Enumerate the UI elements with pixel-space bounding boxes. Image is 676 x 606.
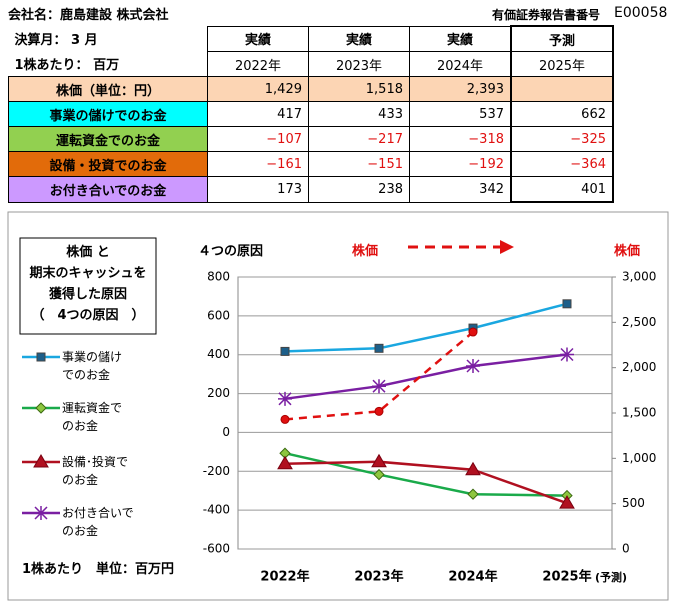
y-tick-label: -200 bbox=[203, 464, 230, 478]
cell: −161 bbox=[207, 151, 309, 177]
column-kind: 実績 bbox=[409, 25, 512, 52]
y-tick-label: -400 bbox=[203, 503, 230, 517]
cell: 238 bbox=[308, 176, 410, 203]
x-tick-label: 2025年 bbox=[542, 569, 591, 585]
cell: 173 bbox=[207, 176, 309, 203]
legend-entry: 事業の儲け でのお金 bbox=[62, 350, 123, 382]
cell: 417 bbox=[207, 101, 309, 127]
marker bbox=[373, 468, 385, 481]
series-line bbox=[284, 331, 474, 421]
column-kind: 実績 bbox=[308, 25, 410, 52]
legend-label: 株価 bbox=[352, 244, 379, 259]
table: 決算月： 3 月実績 実績 実績 予測 1株あたり： 百万 2022年 2023年 2024年… bbox=[8, 25, 614, 203]
cell: −107 bbox=[207, 126, 309, 152]
row-label: 1株あたり： 百万 bbox=[14, 58, 120, 74]
chart-subtitle: ４つの原因 bbox=[198, 244, 264, 259]
header-row: 決算月： 3 月実績 実績 実績 予測 bbox=[9, 25, 614, 52]
y-tick-label: -600 bbox=[203, 542, 230, 556]
unit-note: 1株あたり 単位：百万円 bbox=[22, 562, 175, 577]
table-row: 運転資金でのお金 −107 −217 −318 −325 bbox=[8, 126, 614, 152]
series-line bbox=[284, 460, 568, 505]
y2-tick-label: 3,000 bbox=[622, 270, 656, 284]
marker bbox=[280, 346, 290, 356]
title-box bbox=[19, 237, 157, 335]
report-id: E00058 bbox=[614, 5, 668, 21]
report-label: 有価証券報告書番号 bbox=[492, 8, 601, 22]
y-tick-label: 0 bbox=[222, 425, 230, 439]
chart-frame bbox=[7, 211, 669, 601]
marker bbox=[466, 358, 480, 373]
y2-tick-label: 2,000 bbox=[622, 360, 656, 374]
marker bbox=[559, 495, 575, 509]
row-label: お付き合いでのお金 bbox=[8, 176, 208, 203]
table-row: お付き合いでのお金 173 238 342 401 bbox=[8, 176, 614, 203]
y2-tick-label: 1,500 bbox=[622, 406, 656, 420]
row-label: 事業の儲けでのお金 bbox=[8, 101, 208, 127]
marker bbox=[465, 461, 481, 476]
x-tick-label: 2022年 bbox=[260, 569, 309, 585]
cell: −217 bbox=[308, 126, 410, 152]
legend-arrowhead bbox=[500, 240, 514, 254]
marker bbox=[374, 343, 384, 353]
cell: 401 bbox=[510, 176, 614, 203]
y2-tick-label: 500 bbox=[622, 496, 645, 510]
cell: 1,429 bbox=[207, 76, 309, 102]
series-line bbox=[284, 353, 568, 401]
y-tick-label: 600 bbox=[207, 308, 230, 322]
cell: 1,518 bbox=[308, 76, 410, 102]
marker bbox=[562, 299, 572, 309]
cell: −364 bbox=[510, 151, 614, 177]
chart-title: 株価 と 期末のキャッシュを 獲得した原因 （ 4つの原因 ） bbox=[29, 245, 147, 323]
legend-marker bbox=[34, 506, 48, 520]
y-tick-label: 800 bbox=[207, 270, 230, 284]
legend-entry: 運転資金で のお金 bbox=[62, 401, 123, 433]
legend-marker bbox=[36, 352, 46, 362]
column-year: 2022年 bbox=[207, 51, 309, 77]
cell: −318 bbox=[409, 126, 512, 152]
marker bbox=[560, 347, 574, 362]
row-label: 設備・投資でのお金 bbox=[8, 151, 208, 177]
table-row: 設備・投資でのお金 −161 −151 −192 −364 bbox=[8, 151, 614, 177]
y2-axis-label: 株価 bbox=[614, 244, 641, 259]
column-year: 2025年 bbox=[510, 51, 614, 77]
y2-tick-label: 2,500 bbox=[622, 315, 656, 329]
marker bbox=[374, 406, 384, 416]
legend-marker bbox=[35, 402, 47, 414]
y2-tick-label: 1,000 bbox=[622, 451, 656, 465]
column-kind: 実績 bbox=[207, 25, 309, 52]
company: 会社名：鹿島建設 株式会社 bbox=[8, 8, 169, 23]
cell: 342 bbox=[409, 176, 512, 203]
cell: −151 bbox=[308, 151, 410, 177]
marker bbox=[468, 327, 478, 337]
row-label: 決算月： 3 月 bbox=[14, 33, 98, 49]
y2-tick-label: 0 bbox=[622, 542, 630, 556]
legend-entry: お付き合いで のお金 bbox=[62, 506, 134, 538]
plot-area bbox=[237, 276, 613, 550]
marker bbox=[278, 391, 292, 406]
forecast-note: (予測) bbox=[595, 570, 627, 584]
y-tick-label: 200 bbox=[207, 386, 230, 400]
table-row: 株価（単位：円） 1,429 1,518 2,393 bbox=[8, 76, 614, 102]
x-tick-label: 2024年 bbox=[448, 569, 497, 585]
marker bbox=[277, 455, 293, 470]
legend-marker bbox=[33, 454, 49, 468]
row-label: 株価（単位：円） bbox=[8, 76, 208, 102]
y-tick-label: 400 bbox=[207, 347, 230, 361]
series-line bbox=[284, 302, 568, 353]
column-kind: 予測 bbox=[510, 25, 614, 52]
marker bbox=[280, 414, 290, 424]
marker bbox=[371, 453, 387, 468]
x-tick-label: 2023年 bbox=[354, 569, 403, 585]
marker bbox=[467, 488, 479, 500]
legend-entry: 設備･投資で のお金 bbox=[62, 455, 129, 487]
cell: −192 bbox=[409, 151, 512, 177]
marker bbox=[372, 379, 386, 394]
